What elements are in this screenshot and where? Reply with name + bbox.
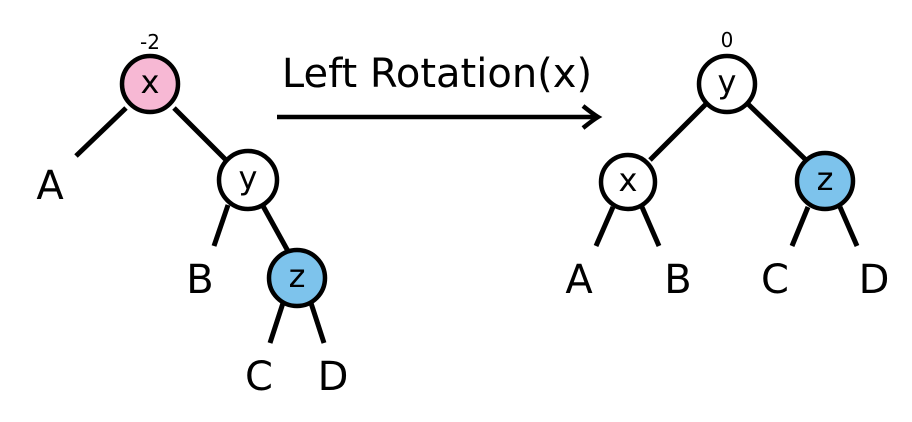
after-leaf-c: C	[761, 257, 789, 303]
after-edge-x-b	[639, 206, 662, 247]
operation-label: Left Rotation(x)	[282, 51, 592, 97]
after-node-z-label: z	[817, 160, 834, 198]
after-leaf-a: A	[565, 257, 593, 303]
after-node-y: y	[696, 53, 758, 115]
before-edge-y-z	[260, 204, 292, 255]
after-node-x: x	[598, 152, 658, 212]
arrow-head	[581, 104, 603, 130]
before-leaf-d: D	[318, 354, 349, 400]
before-node-x-circle	[119, 53, 181, 115]
before-leaf-b: B	[186, 257, 213, 303]
before-node-z-label: z	[289, 257, 306, 295]
before-tree: -2 x y z A B C D	[36, 30, 348, 400]
before-node-z-circle	[266, 247, 328, 309]
after-edge-y-x	[648, 102, 708, 162]
after-node-x-circle	[598, 152, 658, 212]
before-edge-x-a	[74, 106, 128, 158]
before-edge-z-d	[308, 302, 327, 344]
after-node-y-circle	[696, 53, 758, 115]
before-node-y: y	[216, 148, 280, 212]
after-edge-z-c	[789, 206, 811, 247]
rotation-arrow: Left Rotation(x)	[277, 51, 603, 130]
before-edge-y-b	[211, 204, 231, 247]
before-node-y-circle	[216, 148, 280, 212]
after-edge-z-d	[837, 206, 860, 247]
after-balance-factor-y: 0	[721, 28, 734, 52]
before-edge-z-c	[267, 302, 286, 344]
after-node-x-label: x	[619, 161, 638, 199]
after-node-z: z	[794, 150, 856, 212]
before-leaf-c: C	[245, 354, 273, 400]
before-balance-factor-x: -2	[140, 30, 160, 54]
after-node-z-circle	[794, 150, 856, 212]
after-edge-x-a	[593, 206, 616, 247]
before-edge-x-y	[172, 106, 228, 162]
after-leaf-d: D	[859, 257, 890, 303]
before-node-x-label: x	[141, 63, 160, 101]
after-edge-y-z	[746, 102, 808, 162]
after-node-y-label: y	[718, 63, 737, 101]
after-leaf-b: B	[664, 257, 691, 303]
before-node-z: z	[266, 247, 328, 309]
after-tree: 0 y x z A B C D	[565, 28, 889, 303]
before-leaf-a: A	[36, 163, 64, 209]
before-node-y-label: y	[239, 159, 258, 197]
before-node-x: x	[119, 53, 181, 115]
